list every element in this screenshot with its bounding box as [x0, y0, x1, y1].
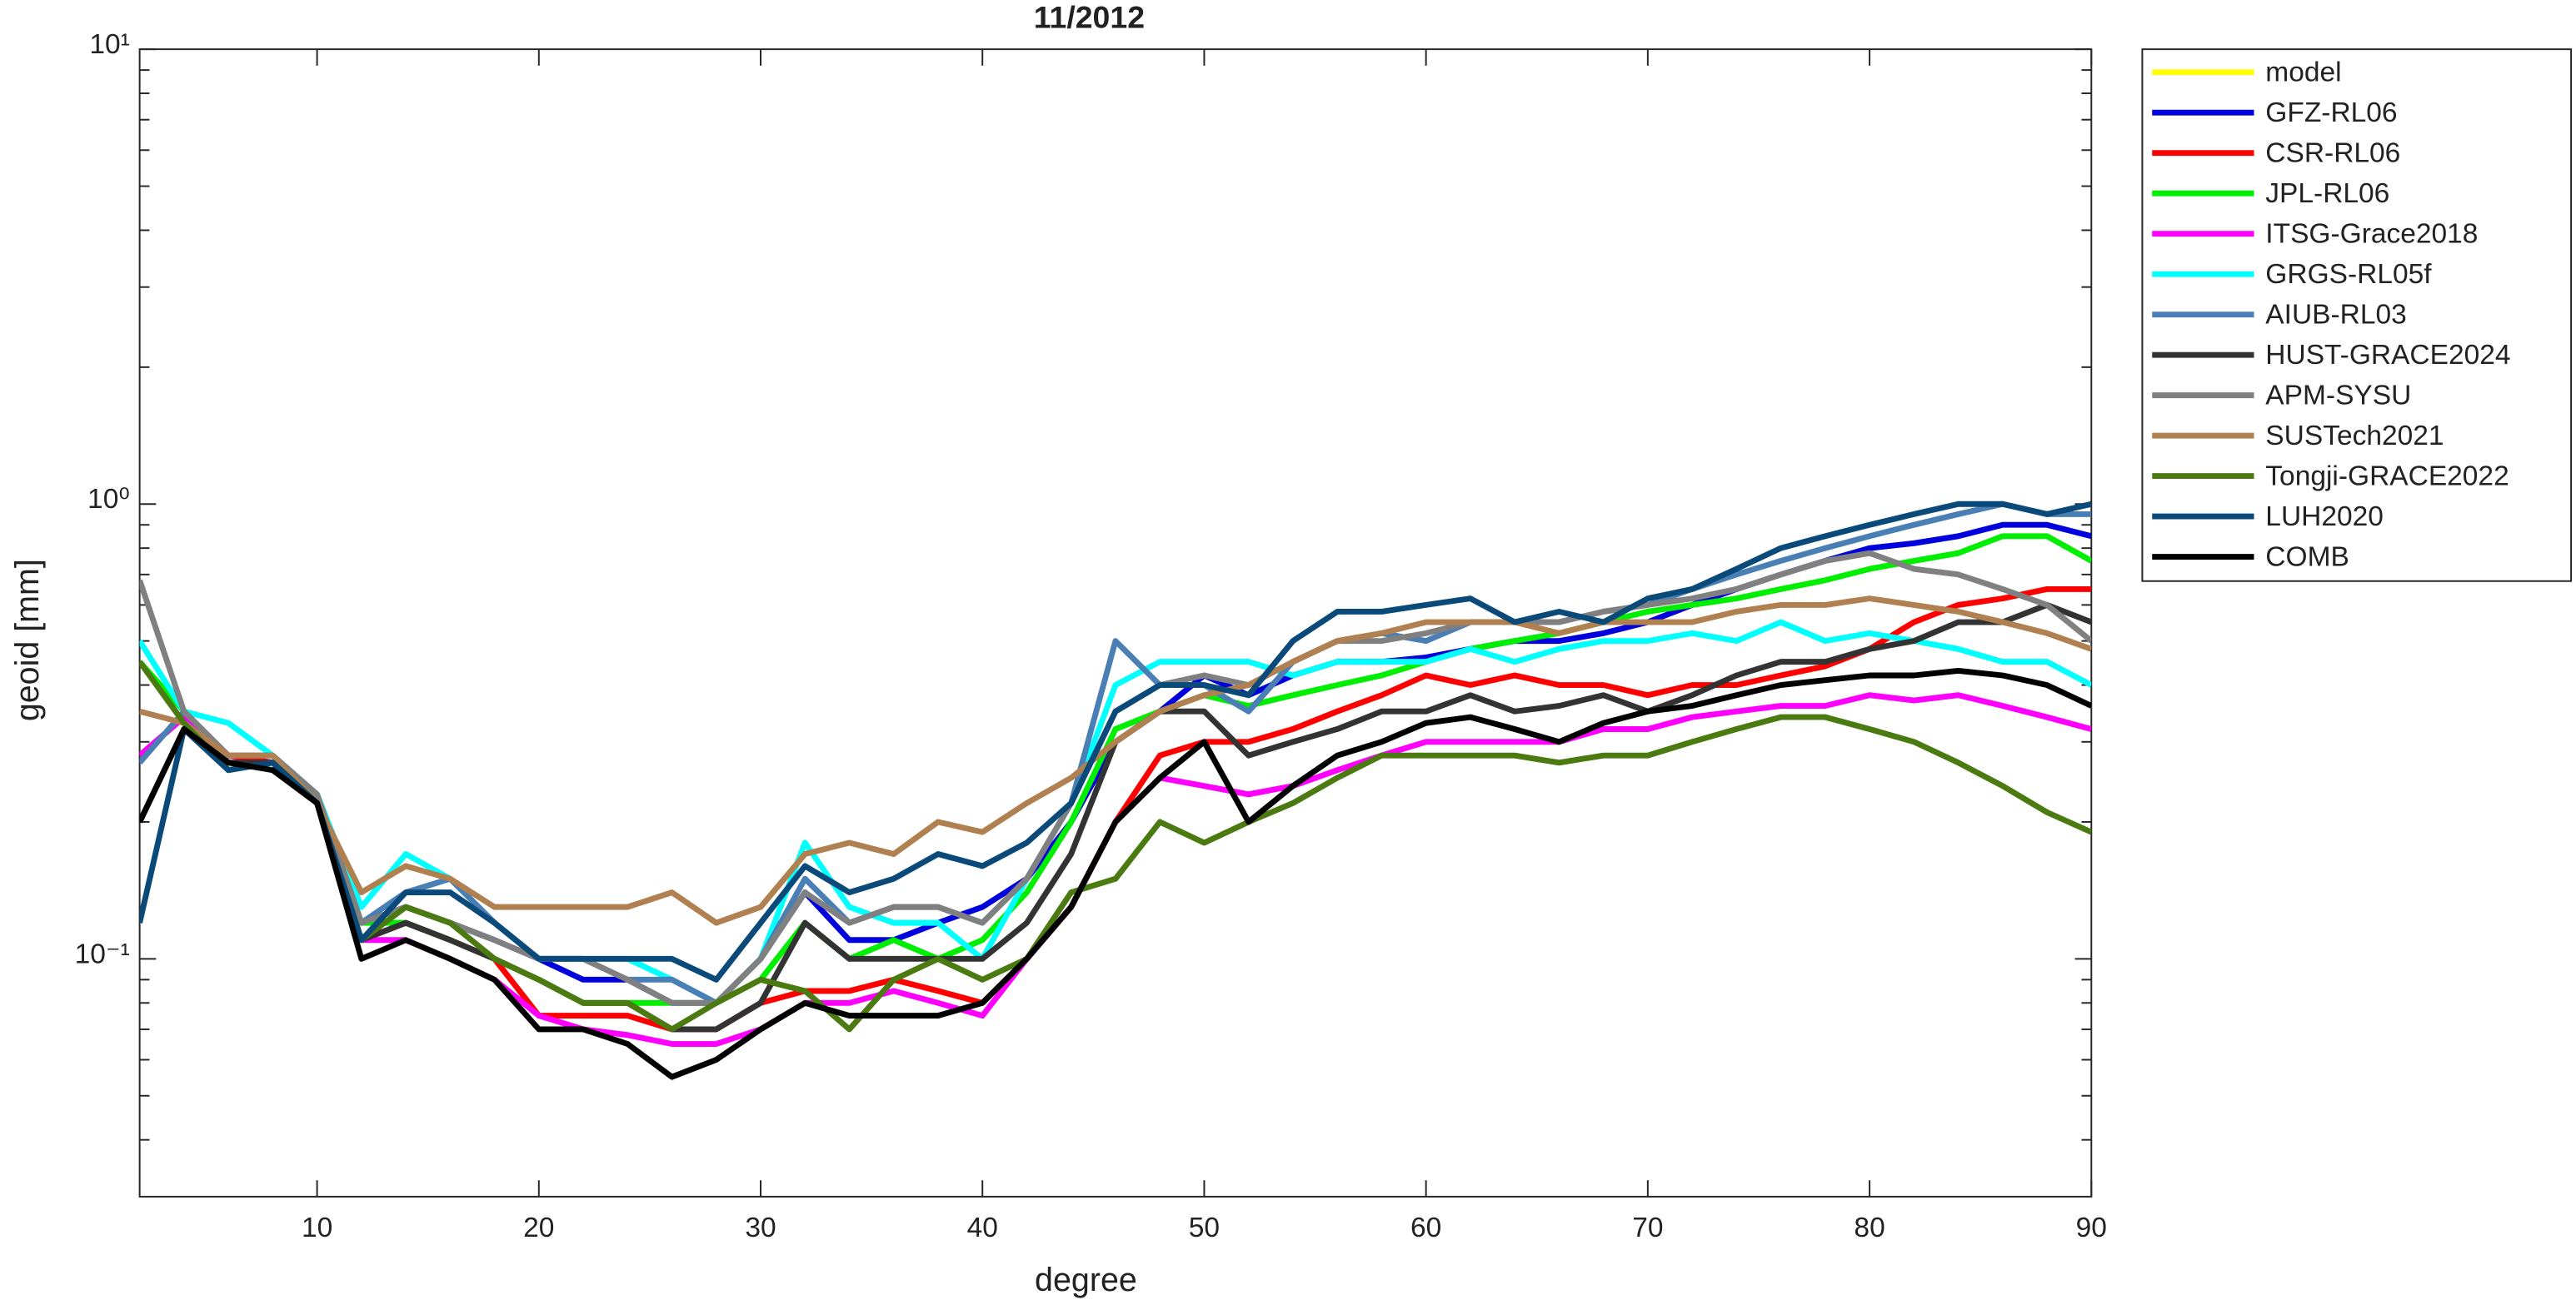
y-tick-label: 10⁰ — [87, 484, 130, 515]
x-tick-label: 70 — [1632, 1213, 1663, 1243]
x-tick-label: 20 — [523, 1213, 554, 1243]
plot-frame — [138, 48, 2093, 1198]
chart-title: 11/2012 — [1034, 0, 1145, 35]
y-tick-label: 10¹ — [89, 29, 129, 60]
legend-label: model — [2265, 57, 2341, 88]
series-line — [139, 501, 2092, 983]
legend-label: GRGS-RL05f — [2265, 259, 2432, 290]
x-tick-label: 50 — [1189, 1213, 1220, 1243]
series-line — [139, 501, 2092, 1006]
legend-label: SUSTech2021 — [2265, 421, 2444, 451]
x-tick-label: 60 — [1410, 1213, 1441, 1243]
series-line — [139, 595, 2092, 926]
y-axis-label: geoid [mm] — [9, 559, 46, 721]
x-tick-label: 30 — [745, 1213, 776, 1243]
legend-label: APM-SYSU — [2265, 380, 2411, 411]
legend-label: COMB — [2265, 541, 2349, 572]
series-line — [139, 667, 2092, 1080]
x-axis-label: degree — [1035, 1262, 1137, 1298]
legend-label: LUH2020 — [2265, 501, 2384, 532]
legend-label: GFZ-RL06 — [2265, 97, 2397, 128]
x-tick-label: 90 — [2076, 1213, 2107, 1243]
x-tick-label: 80 — [1854, 1213, 1885, 1243]
legend-label: HUST-GRACE2024 — [2265, 340, 2510, 371]
x-tick-label: 10 — [302, 1213, 332, 1243]
legend-label: JPL-RL06 — [2265, 178, 2389, 209]
y-tick-label: 10⁻¹ — [75, 939, 130, 969]
x-tick-label: 40 — [967, 1213, 998, 1243]
legend-label: CSR-RL06 — [2265, 138, 2400, 169]
legend-label: AIUB-RL03 — [2265, 299, 2406, 330]
legend-label: ITSG-Grace2018 — [2265, 219, 2478, 250]
series-line — [139, 660, 2092, 1033]
legend-label: Tongji-GRACE2022 — [2265, 461, 2509, 491]
